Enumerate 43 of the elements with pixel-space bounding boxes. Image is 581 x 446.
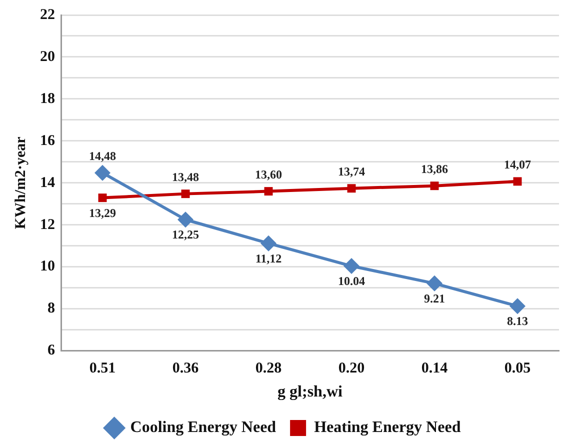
data-label: 13,86 (421, 162, 448, 176)
y-tick-label: 18 (40, 90, 55, 107)
data-label: 13,60 (255, 167, 282, 182)
y-axis-title: KWh/m2·year (12, 136, 29, 230)
point (344, 258, 360, 274)
data-label: 8.13 (507, 314, 528, 328)
y-tick-label: 10 (40, 258, 55, 275)
x-tick-label: 0.05 (504, 360, 531, 377)
point (426, 275, 442, 292)
data-label: 13,29 (89, 206, 116, 220)
x-axis-title: g gl;sh,wi (278, 384, 343, 401)
point (178, 212, 194, 228)
point (98, 194, 107, 202)
x-tick-label: 0.20 (338, 360, 365, 377)
data-label: 12,25 (172, 228, 199, 242)
y-tick-label: 8 (48, 300, 55, 317)
x-tick-label: 0.36 (172, 360, 200, 377)
point (430, 182, 439, 190)
data-label: 13,74 (338, 164, 365, 178)
y-tick-label: 20 (40, 48, 55, 65)
y-tick-label: 16 (40, 132, 56, 149)
data-label: 10.04 (338, 274, 365, 288)
point (347, 184, 356, 193)
point (260, 235, 276, 252)
point (510, 298, 526, 314)
data-label: 9.21 (424, 292, 445, 306)
point (513, 177, 522, 186)
y-tick-label: 6 (48, 342, 56, 359)
point (264, 187, 273, 196)
x-tick-label: 0.14 (421, 360, 448, 377)
data-label: 14,48 (89, 148, 116, 163)
y-tick-label: 12 (40, 216, 55, 233)
legend-label: Heating Energy Need (314, 419, 461, 436)
data-label: 13,48 (172, 170, 199, 184)
y-tick-label: 22 (40, 6, 55, 23)
data-label: 14,07 (504, 158, 531, 172)
point (181, 190, 190, 198)
point (94, 164, 110, 181)
y-tick-label: 14 (40, 174, 56, 191)
x-tick-label: 0.51 (89, 360, 116, 377)
legend-label: Cooling Energy Need (130, 419, 276, 436)
data-label: 11,12 (255, 251, 282, 266)
x-tick-label: 0.28 (255, 360, 282, 377)
